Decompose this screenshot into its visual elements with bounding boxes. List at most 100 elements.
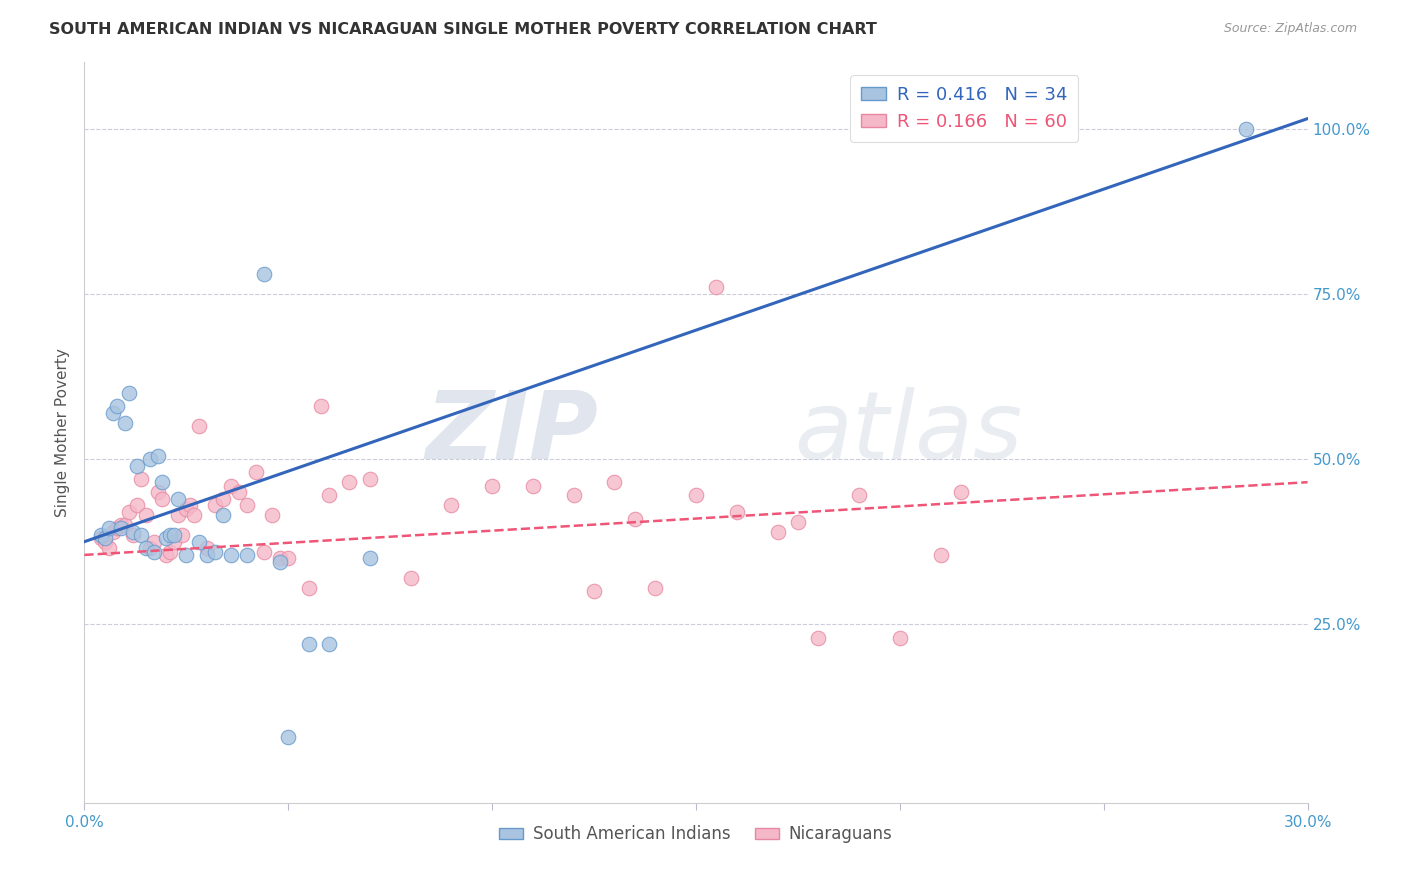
Point: [93, 532, 115, 546]
Point: [179, 499, 201, 513]
Point: [766, 524, 789, 539]
Text: Source: ZipAtlas.com: Source: ZipAtlas.com: [1223, 22, 1357, 36]
Point: [118, 386, 141, 401]
Point: [309, 399, 332, 413]
Point: [146, 485, 169, 500]
Point: [90, 528, 112, 542]
Y-axis label: Single Mother Poverty: Single Mother Poverty: [55, 348, 70, 517]
Point: [1236, 121, 1258, 136]
Point: [787, 515, 810, 529]
Point: [97, 541, 120, 556]
Point: [105, 399, 128, 413]
Point: [277, 551, 299, 566]
Point: [155, 548, 177, 562]
Point: [150, 491, 173, 506]
Point: [122, 528, 145, 542]
Point: [131, 528, 153, 542]
Point: [269, 551, 291, 566]
Point: [219, 478, 242, 492]
Point: [167, 508, 190, 523]
Point: [172, 528, 194, 542]
Point: [522, 478, 544, 492]
Point: [219, 548, 242, 562]
Point: [97, 521, 120, 535]
Point: [644, 581, 666, 595]
Point: [174, 548, 197, 562]
Point: [150, 475, 173, 490]
Point: [685, 488, 707, 502]
Point: [236, 548, 259, 562]
Point: [114, 518, 136, 533]
Point: [253, 267, 276, 281]
Text: atlas: atlas: [794, 387, 1022, 478]
Point: [131, 472, 153, 486]
Point: [187, 419, 209, 434]
Point: [253, 544, 276, 558]
Point: [146, 449, 169, 463]
Point: [159, 528, 181, 542]
Point: [122, 524, 145, 539]
Point: [950, 485, 973, 500]
Point: [725, 505, 748, 519]
Point: [167, 491, 190, 506]
Point: [318, 488, 340, 502]
Point: [212, 508, 235, 523]
Point: [298, 581, 321, 595]
Point: [127, 458, 149, 473]
Point: [90, 532, 112, 546]
Point: [298, 637, 321, 651]
Point: [195, 541, 218, 556]
Point: [183, 508, 205, 523]
Legend: South American Indians, Nicaraguans: South American Indians, Nicaraguans: [492, 819, 900, 850]
Point: [481, 478, 503, 492]
Point: [277, 730, 299, 744]
Point: [848, 488, 870, 502]
Point: [142, 534, 165, 549]
Point: [204, 544, 226, 558]
Point: [195, 548, 218, 562]
Point: [127, 499, 149, 513]
Point: [155, 532, 177, 546]
Text: ZIP: ZIP: [425, 386, 598, 479]
Point: [142, 544, 165, 558]
Point: [163, 528, 186, 542]
Point: [440, 499, 463, 513]
Point: [624, 511, 647, 525]
Point: [399, 571, 422, 585]
Point: [889, 631, 911, 645]
Point: [204, 499, 226, 513]
Point: [135, 508, 157, 523]
Point: [339, 475, 361, 490]
Point: [260, 508, 283, 523]
Point: [138, 541, 160, 556]
Point: [706, 280, 728, 294]
Point: [359, 551, 381, 566]
Point: [110, 521, 132, 535]
Point: [101, 524, 124, 539]
Point: [174, 501, 197, 516]
Point: [929, 548, 952, 562]
Point: [807, 631, 830, 645]
Point: [318, 637, 340, 651]
Point: [114, 416, 136, 430]
Point: [269, 555, 291, 569]
Point: [101, 406, 124, 420]
Point: [110, 518, 132, 533]
Text: SOUTH AMERICAN INDIAN VS NICARAGUAN SINGLE MOTHER POVERTY CORRELATION CHART: SOUTH AMERICAN INDIAN VS NICARAGUAN SING…: [49, 22, 877, 37]
Point: [105, 521, 128, 535]
Point: [187, 534, 209, 549]
Point: [245, 465, 267, 479]
Point: [135, 541, 157, 556]
Point: [359, 472, 381, 486]
Point: [93, 534, 115, 549]
Point: [562, 488, 585, 502]
Point: [118, 505, 141, 519]
Point: [583, 584, 606, 599]
Point: [236, 499, 259, 513]
Point: [228, 485, 250, 500]
Point: [603, 475, 626, 490]
Point: [159, 544, 181, 558]
Point: [163, 534, 186, 549]
Point: [138, 452, 160, 467]
Point: [212, 491, 235, 506]
